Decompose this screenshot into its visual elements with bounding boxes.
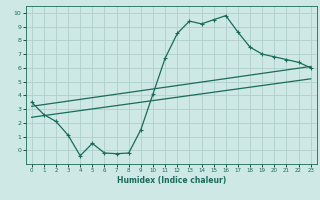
X-axis label: Humidex (Indice chaleur): Humidex (Indice chaleur) [116, 176, 226, 185]
